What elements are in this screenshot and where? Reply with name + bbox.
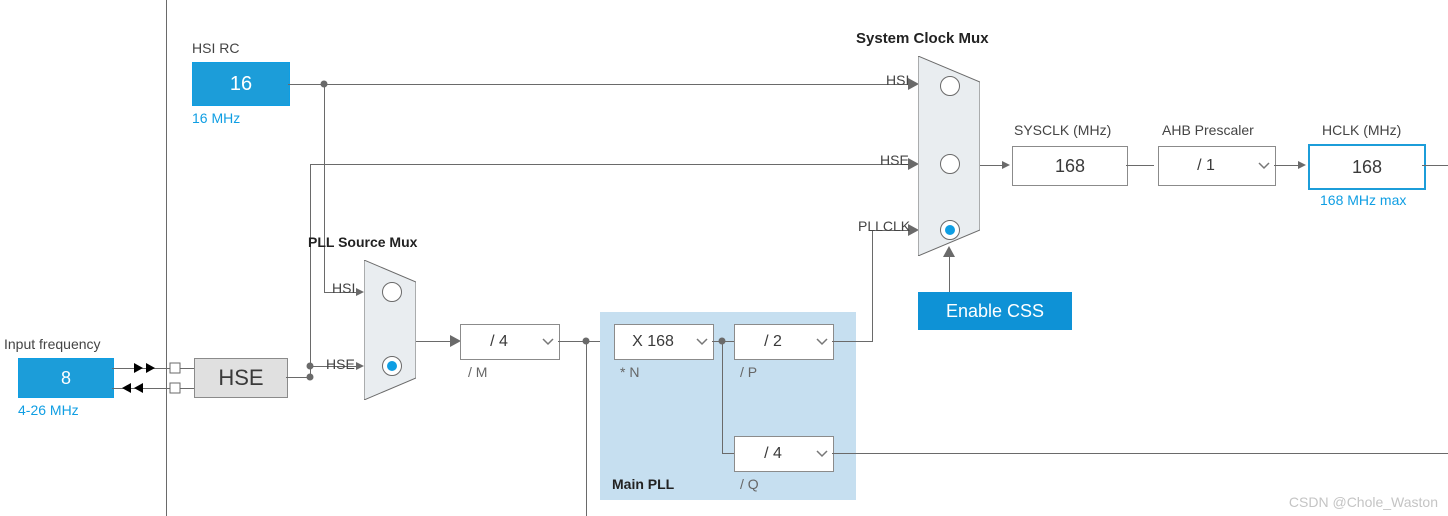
arrow-css-up bbox=[943, 246, 955, 257]
pad-bot bbox=[170, 383, 181, 394]
hclk-title: HCLK (MHz) bbox=[1322, 122, 1401, 138]
wire-hsi bbox=[288, 84, 912, 85]
chevron-down-icon bbox=[537, 333, 559, 351]
input-freq-box[interactable]: 8 bbox=[18, 358, 114, 398]
arrow-ahb-hclk bbox=[1298, 161, 1306, 169]
pllmux-hse-radio[interactable] bbox=[382, 356, 402, 376]
pllmux-hsi-radio[interactable] bbox=[382, 282, 402, 302]
mul-n-dropdown[interactable]: X 168 bbox=[614, 324, 714, 360]
wire-css-up bbox=[949, 256, 950, 292]
hse-box-label: HSE bbox=[218, 365, 263, 391]
hclk-box[interactable]: 168 bbox=[1308, 144, 1426, 190]
wire-hse-to-sysmux bbox=[310, 164, 912, 165]
bus-rail bbox=[166, 0, 167, 516]
div-p-value: / 2 bbox=[735, 333, 811, 351]
clock-diagram: { "labels": { "hsi_rc": "HSI RC", "hsi_v… bbox=[0, 0, 1448, 516]
pll-src-mux-title: PLL Source Mux bbox=[308, 234, 417, 250]
div-q-value: / 4 bbox=[735, 445, 811, 463]
sysclk-value: 168 bbox=[1055, 156, 1085, 177]
node-hse-split2 bbox=[307, 363, 314, 370]
hse-box: HSE bbox=[194, 358, 288, 398]
wire-q-out bbox=[832, 453, 1448, 454]
main-pll-label: Main PLL bbox=[612, 476, 674, 492]
hsi-value-box: 16 bbox=[192, 62, 290, 106]
arr-b1 bbox=[134, 383, 143, 393]
ahb-title: AHB Prescaler bbox=[1162, 122, 1254, 138]
div-m-dropdown[interactable]: / 4 bbox=[460, 324, 560, 360]
chevron-down-icon bbox=[811, 445, 833, 463]
div-q-tag: / Q bbox=[740, 476, 759, 492]
hclk-value: 168 bbox=[1352, 157, 1382, 178]
wire-to-q bbox=[722, 453, 734, 454]
watermark: CSDN @Chole_Waston bbox=[1289, 494, 1438, 510]
chevron-down-icon bbox=[811, 333, 833, 351]
pllmux-hse-label: HSE bbox=[326, 356, 355, 372]
sysmux-hsi-label: HSI bbox=[886, 72, 909, 88]
hsi-freq-label: 16 MHz bbox=[192, 110, 240, 126]
wire-p-out bbox=[832, 341, 872, 342]
sysmux-pll-label: PLLCLK bbox=[858, 218, 910, 234]
pad-top bbox=[170, 363, 181, 374]
mul-n-tag: * N bbox=[620, 364, 639, 380]
arrow-hse-pllmux bbox=[356, 362, 364, 370]
sys-mux-title: System Clock Mux bbox=[856, 30, 989, 47]
div-p-dropdown[interactable]: / 2 bbox=[734, 324, 834, 360]
arr-t1 bbox=[134, 363, 143, 373]
enable-css-label: Enable CSS bbox=[946, 301, 1044, 322]
wire-p-up bbox=[872, 230, 873, 342]
sysmux-hse-label: HSE bbox=[880, 152, 909, 168]
div-m-value: / 4 bbox=[461, 333, 537, 351]
arr-t2 bbox=[146, 363, 155, 373]
chevron-down-icon bbox=[691, 333, 713, 351]
pll-src-mux[interactable] bbox=[364, 260, 416, 400]
enable-css-button[interactable]: Enable CSS bbox=[918, 292, 1072, 330]
wire-sysclk-ahb bbox=[1126, 165, 1154, 166]
ahb-prescaler-dropdown[interactable]: / 1 bbox=[1158, 146, 1276, 186]
mul-n-value: X 168 bbox=[615, 333, 691, 351]
arrow-hsi-pllmux bbox=[356, 288, 364, 296]
div-p-tag: / P bbox=[740, 364, 757, 380]
hclk-max: 168 MHz max bbox=[1320, 192, 1406, 208]
sysclk-box[interactable]: 168 bbox=[1012, 146, 1128, 186]
node-n-split bbox=[719, 338, 726, 345]
sysmux-hse-radio[interactable] bbox=[940, 154, 960, 174]
chevron-down-icon bbox=[1253, 157, 1275, 175]
wire-n-to-q bbox=[722, 341, 723, 453]
sysmux-pll-radio[interactable] bbox=[940, 220, 960, 240]
input-freq-title: Input frequency bbox=[4, 336, 101, 352]
arrow-sysmux-out bbox=[1002, 161, 1010, 169]
div-q-dropdown[interactable]: / 4 bbox=[734, 436, 834, 472]
sysmux-hsi-radio[interactable] bbox=[940, 76, 960, 96]
sysclk-title: SYSCLK (MHz) bbox=[1014, 122, 1111, 138]
hsi-value: 16 bbox=[230, 73, 252, 96]
div-m-tag: / M bbox=[468, 364, 487, 380]
arr-b2 bbox=[122, 383, 131, 393]
input-freq-value: 8 bbox=[61, 368, 71, 389]
pllmux-hsi-label: HSI bbox=[332, 280, 355, 296]
sys-clk-mux[interactable] bbox=[918, 56, 980, 256]
wire-hclk-out bbox=[1422, 165, 1448, 166]
wire-m-down-stub bbox=[586, 341, 587, 516]
wire-hse-up bbox=[310, 164, 311, 377]
ahb-value: / 1 bbox=[1159, 157, 1253, 175]
input-freq-range: 4-26 MHz bbox=[18, 402, 79, 418]
hsi-rc-label: HSI RC bbox=[192, 40, 239, 56]
wire-hsi-down bbox=[324, 84, 325, 292]
